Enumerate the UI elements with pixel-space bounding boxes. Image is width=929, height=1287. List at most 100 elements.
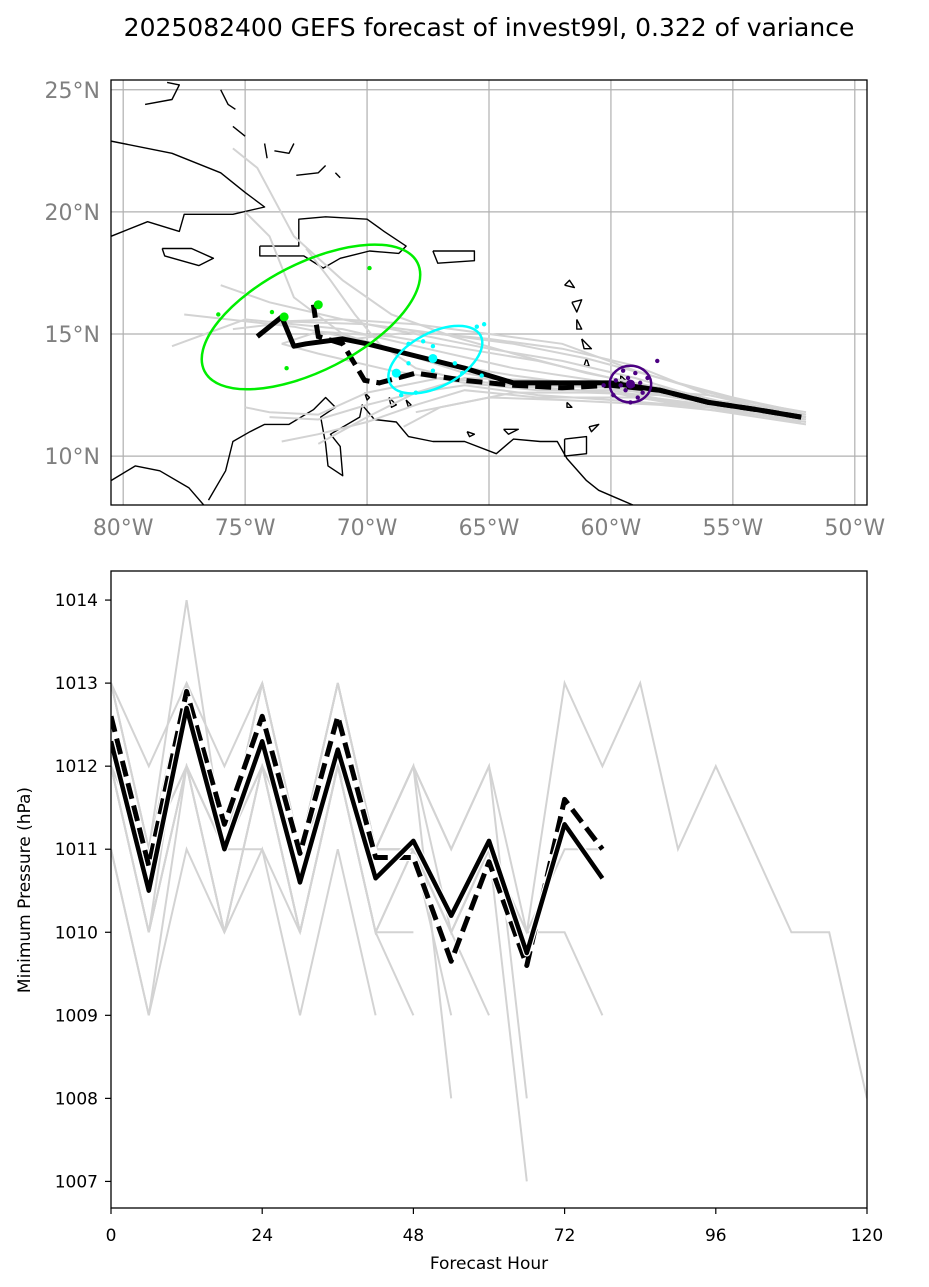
- pressure-mean-lines: [111, 687, 606, 969]
- coastline: [466, 431, 476, 438]
- pressure-y-tick-label: 1011: [55, 840, 98, 860]
- coastline: [161, 247, 215, 267]
- member-position-dot: [430, 344, 436, 349]
- map-coastlines: [111, 81, 634, 505]
- member-position-dot: [613, 378, 619, 383]
- pressure-member-line: [111, 679, 867, 1099]
- pressure-member-lines: [111, 599, 867, 1182]
- pressure-x-tick-label: 96: [705, 1226, 727, 1246]
- member-position-dot: [620, 368, 626, 373]
- map-position-points: [216, 265, 660, 405]
- member-position-dot: [269, 309, 275, 315]
- pressure-x-tick-label: 120: [851, 1226, 883, 1246]
- map-x-tick-label: 55°W: [702, 516, 763, 541]
- mean-position-dot: [391, 368, 401, 378]
- member-position-dot: [367, 265, 372, 271]
- pressure-member-line: [111, 846, 377, 1016]
- uncertainty-ellipse-48h: [200, 243, 422, 391]
- pressure-x-tick-label: 48: [403, 1226, 425, 1246]
- mean-position-dot: [313, 300, 323, 310]
- member-position-dot: [474, 324, 480, 329]
- map-panel: 80°W 75°W 70°W 65°W 60°W 55°W 50°W 10°N 15°N 20°…: [45, 79, 886, 541]
- member-position-dot: [481, 322, 487, 327]
- member-position-dot: [628, 400, 633, 405]
- map-x-tick-label: 60°W: [581, 516, 642, 541]
- member-position-dot: [406, 341, 411, 346]
- member-track: [232, 320, 802, 414]
- coastline: [564, 279, 576, 289]
- coastline: [571, 299, 583, 313]
- member-position-dot: [655, 358, 660, 364]
- coastline: [588, 423, 600, 433]
- member-position-dot: [601, 383, 606, 388]
- map-y-tick-label: 10°N: [45, 445, 100, 470]
- pressure-frame: [110, 570, 868, 1209]
- map-x-tick-label: 75°W: [215, 516, 276, 541]
- coastline: [111, 140, 266, 237]
- pressure-y-tick-label: 1010: [55, 923, 98, 943]
- member-position-dot: [618, 383, 623, 388]
- pressure-x-tick-label: 0: [106, 1226, 117, 1246]
- member-position-dot: [623, 388, 628, 393]
- coastline: [388, 397, 397, 408]
- coastline: [334, 172, 341, 179]
- map-x-tick-labels: 80°W 75°W 70°W 65°W 60°W 55°W 50°W: [93, 516, 886, 541]
- pressure-y-ticks: 1007 1008 1009 1010 1011 1012 1013 1014: [55, 591, 111, 1192]
- member-position-dot: [640, 390, 645, 395]
- pressure-mean-dashed: [111, 688, 605, 968]
- pressure-x-tick-label: 24: [251, 1226, 273, 1246]
- member-position-dot: [633, 370, 638, 376]
- pressure-y-tick-label: 1013: [55, 674, 98, 694]
- map-mean-tracks: [255, 304, 802, 420]
- coastline: [207, 396, 634, 505]
- member-position-dot: [406, 361, 411, 366]
- member-position-dot: [638, 380, 643, 386]
- coastline: [263, 143, 268, 159]
- member-position-dot: [625, 375, 631, 381]
- coastline: [220, 89, 236, 110]
- member-position-dot: [635, 395, 640, 400]
- map-gridlines: [111, 80, 867, 505]
- coastline: [274, 143, 295, 154]
- member-position-dot: [413, 390, 419, 395]
- member-position-dot: [430, 368, 436, 373]
- map-frame: [110, 79, 868, 506]
- pressure-y-tick-label: 1007: [55, 1172, 98, 1192]
- map-uncertainty-ellipses: [200, 243, 653, 404]
- mean-position-dot: [279, 312, 289, 322]
- member-track: [269, 318, 807, 416]
- coastline: [503, 428, 519, 435]
- map-x-tick-label: 70°W: [337, 516, 398, 541]
- mean-position-dot: [428, 353, 438, 363]
- mean-track-solid: [255, 314, 802, 420]
- member-track: [354, 330, 807, 419]
- member-position-dot: [479, 373, 484, 378]
- coastline: [259, 216, 407, 269]
- member-position-dot: [452, 361, 458, 366]
- member-position-dot: [420, 339, 426, 344]
- member-position-dot: [611, 392, 616, 398]
- pressure-member-line: [111, 762, 453, 1016]
- pressure-y-tick-label: 1008: [55, 1089, 98, 1109]
- member-position-dot: [216, 312, 221, 317]
- map-y-tick-labels: 10°N 15°N 20°N 25°N: [45, 79, 100, 470]
- member-track: [220, 284, 802, 416]
- map-y-tick-label: 15°N: [45, 323, 100, 348]
- pressure-xlabel: Forecast Hour: [430, 1254, 548, 1274]
- pressure-y-tick-label: 1012: [55, 757, 98, 777]
- pressure-y-tick-label: 1009: [55, 1006, 98, 1026]
- pressure-ylabel: Minimum Pressure (hPa): [15, 787, 35, 993]
- mean-position-dot: [625, 379, 635, 389]
- coastline: [144, 81, 180, 106]
- coastline: [563, 435, 588, 457]
- coastline: [566, 401, 573, 408]
- member-position-dot: [284, 366, 289, 371]
- uncertainty-ellipse-24h: [387, 324, 484, 395]
- coastline: [432, 250, 476, 264]
- map-y-tick-label: 25°N: [45, 79, 100, 104]
- coastline: [363, 392, 371, 401]
- member-position-dot: [459, 370, 465, 376]
- coastline: [232, 125, 246, 137]
- coastline: [581, 338, 593, 350]
